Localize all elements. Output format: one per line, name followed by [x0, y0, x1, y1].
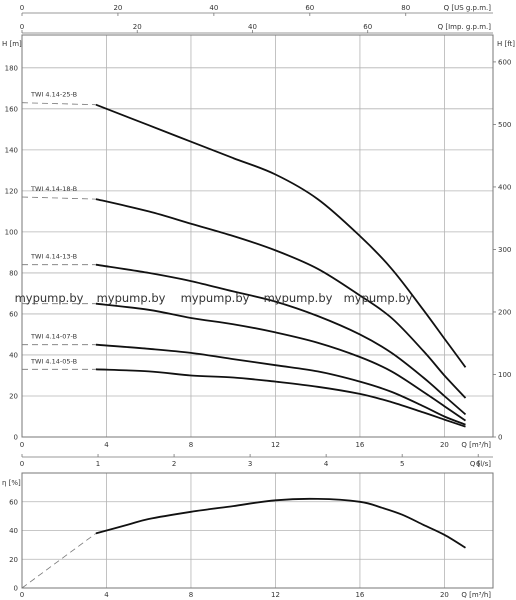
- ls-axis-tick-label: 1: [96, 460, 100, 468]
- head-curve-line: [95, 368, 466, 428]
- head-y-tick-label: 100: [5, 228, 18, 236]
- head-y-axis-label: H [m]: [2, 40, 22, 48]
- eff-y-tick-label: 40: [9, 527, 18, 535]
- top-axis-1-tick-label: 0: [20, 4, 24, 12]
- head-y-tick-label: 20: [9, 392, 18, 400]
- head-y-tick-label: 60: [9, 310, 18, 318]
- head-y2-tick-label: 300: [498, 246, 511, 254]
- head-y-tick-label: 40: [9, 351, 18, 359]
- head-curve-extension: [21, 196, 96, 200]
- head-x-tick-label: 0: [20, 441, 24, 449]
- ls-axis-tick-label: 4: [324, 460, 329, 468]
- head-curve-line: [95, 302, 467, 422]
- top-axis-2-tick-label: 20: [133, 23, 142, 31]
- head-y2-tick-label: 200: [498, 308, 511, 316]
- top-axis-2-tick-label: 40: [248, 23, 257, 31]
- head-x-tick-label: 4: [104, 441, 109, 449]
- eff-y-axis-label: η [%]: [2, 479, 21, 487]
- head-y2-tick-label: 100: [498, 371, 511, 379]
- eff-x-tick-label: 20: [440, 591, 449, 599]
- efficiency-curve-extension: [21, 533, 97, 589]
- head-y-tick-label: 140: [5, 146, 18, 154]
- series-label: TWI 4.14-18-B: [30, 185, 77, 193]
- eff-x-tick-label: 12: [271, 591, 280, 599]
- head-curve-line: [95, 198, 467, 399]
- top-axis-1-label: Q [US g.p.m.]: [444, 4, 492, 12]
- watermark: mypump.by mypump.by mypump.by mypump.by mypu…: [15, 291, 413, 305]
- series-label: TWI 4.14-05-B: [30, 357, 77, 365]
- ls-axis-tick-label: 2: [172, 460, 176, 468]
- curves: [21, 102, 467, 589]
- head-y2-tick-label: 600: [498, 58, 511, 66]
- efficiency-curve-line: [95, 497, 466, 549]
- eff-y-tick-label: 20: [9, 556, 18, 564]
- head-y2-tick-label: 400: [498, 183, 511, 191]
- top-axis-1-tick-label: 80: [401, 4, 410, 12]
- watermark-text: mypump.by: [264, 291, 333, 305]
- eff-y-tick-label: 0: [14, 585, 18, 593]
- head-x-tick-label: 20: [440, 441, 449, 449]
- head-y-tick-label: 160: [5, 105, 18, 113]
- head-y-tick-label: 180: [5, 64, 18, 72]
- head-y-tick-label: 0: [14, 434, 18, 442]
- ls-axis-tick-label: 6: [476, 460, 481, 468]
- eff-x-axis-label: Q [m³/h]: [461, 591, 491, 599]
- top-axis-2-tick-label: 60: [363, 23, 372, 31]
- top-axis-1-tick-label: 60: [305, 4, 314, 12]
- axes: [21, 12, 496, 589]
- watermark-text: mypump.by: [344, 291, 413, 305]
- top-axis-1-tick-label: 20: [113, 4, 122, 12]
- head-y2-axis-label: H [ft]: [497, 40, 515, 48]
- series-label: TWI 4.14-07-B: [30, 333, 77, 341]
- head-curve-extension: [21, 102, 96, 106]
- watermark-text: mypump.by: [97, 291, 166, 305]
- ls-axis-tick-label: 0: [20, 460, 24, 468]
- head-y2-tick-label: 500: [498, 121, 511, 129]
- head-x-tick-label: 12: [271, 441, 280, 449]
- head-y2-tick-label: 0: [498, 434, 502, 442]
- efficiency-plot-frame: [21, 472, 494, 589]
- eff-x-tick-label: 8: [189, 591, 193, 599]
- grid-lines: [22, 35, 493, 588]
- watermark-text: mypump.by: [181, 291, 250, 305]
- eff-x-tick-label: 0: [20, 591, 24, 599]
- top-axis-2-tick-label: 0: [20, 23, 24, 31]
- labels: 0 4 8 12 16 200204060801001201401601800100200…: [2, 4, 515, 599]
- head-plot-frame: [21, 34, 494, 438]
- head-x-axis-label: Q [m³/h]: [461, 441, 491, 449]
- head-x-tick-label: 8: [189, 441, 193, 449]
- head-curve-line: [95, 103, 467, 368]
- eff-y-tick-label: 60: [9, 498, 18, 506]
- head-y-tick-label: 80: [9, 269, 18, 277]
- head-y-tick-label: 120: [5, 187, 18, 195]
- head-curve-line: [95, 343, 466, 426]
- head-x-tick-label: 16: [355, 441, 364, 449]
- ls-axis-tick-label: 3: [248, 460, 252, 468]
- top-axis-2-label: Q [Imp. g.p.m.]: [438, 23, 492, 31]
- top-axis-1-tick-label: 40: [209, 4, 218, 12]
- series-label: TWI 4.14-25-B: [30, 91, 77, 99]
- eff-x-tick-label: 4: [104, 591, 109, 599]
- head-curve-line: [95, 263, 467, 416]
- ls-axis-tick-label: 5: [400, 460, 404, 468]
- eff-x-tick-label: 16: [355, 591, 364, 599]
- ls-axis-label: Q [l/s]: [470, 460, 491, 468]
- series-label: TWI 4.14-13-B: [30, 253, 77, 261]
- watermark-text: mypump.by: [15, 291, 84, 305]
